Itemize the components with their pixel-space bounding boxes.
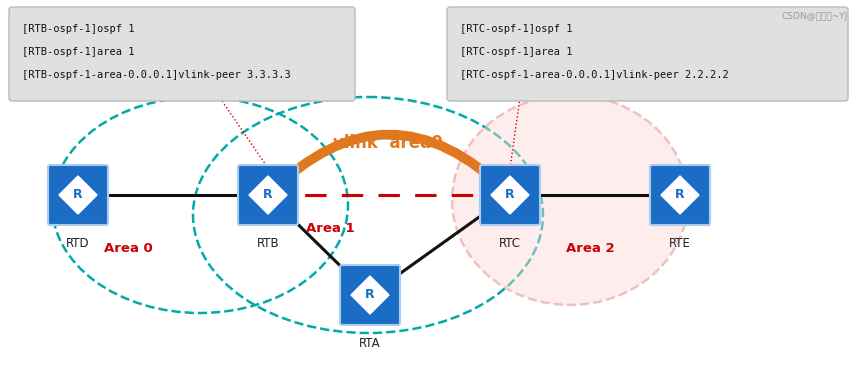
FancyBboxPatch shape [238, 165, 298, 225]
Text: vlink  area0: vlink area0 [333, 134, 443, 152]
Text: RTC: RTC [499, 237, 521, 250]
Text: RTA: RTA [359, 337, 381, 350]
Text: R: R [676, 188, 685, 201]
Polygon shape [351, 276, 389, 314]
Text: RTE: RTE [669, 237, 691, 250]
Text: R: R [74, 188, 83, 201]
Text: [RTB-ospf-1]area 1: [RTB-ospf-1]area 1 [22, 47, 134, 57]
FancyBboxPatch shape [340, 265, 400, 325]
FancyBboxPatch shape [650, 165, 710, 225]
Text: [RTB-ospf-1-area-0.0.0.1]vlink-peer 3.3.3.3: [RTB-ospf-1-area-0.0.0.1]vlink-peer 3.3.… [22, 70, 291, 80]
FancyBboxPatch shape [9, 7, 355, 101]
Text: Area 1: Area 1 [305, 222, 355, 235]
Polygon shape [661, 176, 699, 214]
FancyBboxPatch shape [447, 7, 848, 101]
Text: R: R [263, 188, 272, 201]
Text: RTD: RTD [67, 237, 90, 250]
FancyBboxPatch shape [480, 165, 540, 225]
Polygon shape [59, 176, 97, 214]
Text: [RTC-ospf-1]area 1: [RTC-ospf-1]area 1 [460, 47, 573, 57]
Text: RTB: RTB [257, 237, 279, 250]
Ellipse shape [452, 95, 688, 305]
Text: CSDN@杨俊杰~YJ: CSDN@杨俊杰~YJ [782, 12, 848, 21]
Polygon shape [491, 176, 529, 214]
Text: R: R [365, 288, 375, 301]
FancyBboxPatch shape [48, 165, 108, 225]
Text: Area 2: Area 2 [566, 241, 614, 254]
Text: Area 0: Area 0 [104, 241, 152, 254]
Text: R: R [505, 188, 515, 201]
Text: [RTC-ospf-1]ospf 1: [RTC-ospf-1]ospf 1 [460, 24, 573, 34]
Text: [RTB-ospf-1]ospf 1: [RTB-ospf-1]ospf 1 [22, 24, 134, 34]
Polygon shape [249, 176, 287, 214]
Text: [RTC-ospf-1-area-0.0.0.1]vlink-peer 2.2.2.2: [RTC-ospf-1-area-0.0.0.1]vlink-peer 2.2.… [460, 70, 728, 80]
FancyArrowPatch shape [270, 135, 508, 193]
